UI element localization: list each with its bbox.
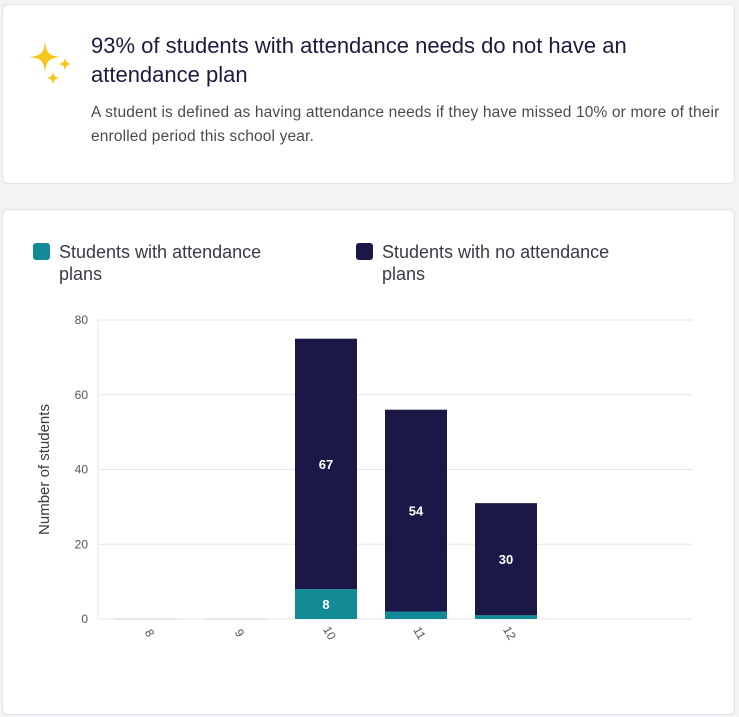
insight-description: A student is defined as having attendanc… <box>91 104 720 145</box>
legend-label-with-plans: Students with attendance plans <box>59 242 262 284</box>
insight-headline: 93% of students with attendance needs do… <box>91 33 627 87</box>
bar-segment <box>295 589 357 619</box>
bar-segment <box>385 611 447 619</box>
y-tick-label: 20 <box>75 537 89 551</box>
y-tick-label: 40 <box>75 463 89 477</box>
x-tick-label: 12 <box>500 624 519 643</box>
bar-data-label: 8 <box>322 597 329 612</box>
x-tick-label: 8 <box>142 627 158 640</box>
x-tick-label: 11 <box>410 624 429 642</box>
legend-item-with-plans[interactable]: Students with attendance plans <box>33 241 309 285</box>
y-axis-title: Number of students <box>36 404 53 535</box>
bar-data-label: 67 <box>319 457 333 472</box>
sparkle-icon <box>29 41 72 85</box>
legend-swatch-with-plans <box>33 243 50 260</box>
bar-segment <box>295 338 357 590</box>
legend-item-no-plans[interactable]: Students with no attendance plans <box>356 241 632 285</box>
bar-segment <box>475 503 537 616</box>
y-tick-label: 0 <box>81 612 88 626</box>
chart-card: Students with attendance plans Students … <box>2 209 735 715</box>
insight-card: 93% of students with attendance needs do… <box>2 4 735 184</box>
bar-data-label: 54 <box>409 504 424 519</box>
y-tick-label: 60 <box>75 388 89 402</box>
legend-label-no-plans: Students with no attendance plans <box>382 242 610 284</box>
bar-segment <box>475 615 537 619</box>
x-tick-label: 10 <box>320 624 339 643</box>
y-tick-label: 80 <box>75 313 89 327</box>
legend-swatch-no-plans <box>356 243 373 260</box>
bar-segment <box>385 409 447 612</box>
stacked-bar-chart: 0 20 40 60 80 Number of students 8 9 8 67 10 54 11 30… <box>36 313 693 643</box>
x-tick-label: 9 <box>232 627 248 640</box>
bar-data-label: 30 <box>499 552 513 567</box>
